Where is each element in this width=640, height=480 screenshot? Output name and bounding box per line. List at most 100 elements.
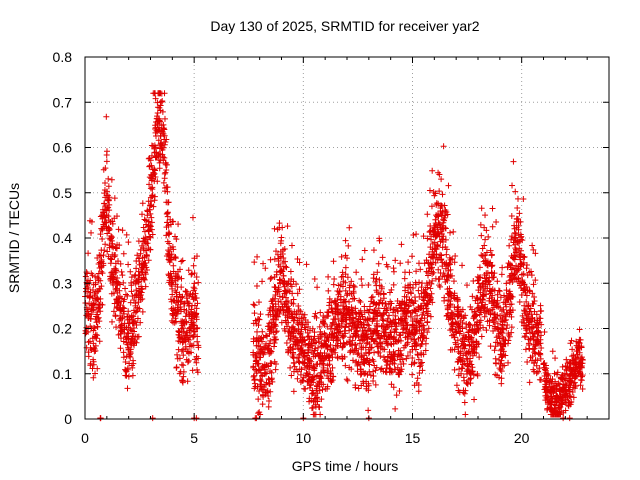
- data-point: [362, 327, 369, 334]
- data-point: [479, 245, 486, 252]
- data-point: [413, 231, 420, 238]
- data-point: [438, 176, 445, 183]
- data-point: [117, 345, 124, 352]
- data-point: [90, 361, 97, 368]
- data-point: [132, 300, 139, 307]
- data-point: [161, 154, 168, 161]
- data-point: [428, 203, 435, 210]
- data-point: [546, 379, 553, 386]
- data-point: [298, 342, 305, 349]
- data-point: [488, 269, 495, 276]
- data-point: [194, 300, 201, 307]
- data-point: [163, 211, 170, 218]
- data-point: [328, 322, 335, 329]
- data-point: [148, 162, 155, 169]
- y-tick-label: 0.3: [53, 275, 73, 291]
- data-point: [178, 333, 185, 340]
- data-point: [496, 365, 503, 372]
- data-point: [525, 313, 532, 320]
- data-point: [333, 335, 340, 342]
- data-point: [519, 312, 526, 319]
- data-point: [179, 257, 186, 264]
- data-point: [255, 410, 262, 417]
- data-point: [401, 275, 408, 282]
- data-point: [92, 347, 99, 354]
- data-point: [176, 355, 183, 362]
- data-point: [445, 182, 452, 189]
- data-point: [494, 325, 501, 332]
- data-point: [487, 310, 494, 317]
- data-point: [264, 333, 271, 340]
- data-point: [420, 351, 427, 358]
- data-point: [288, 242, 295, 249]
- data-point: [471, 396, 478, 403]
- data-point: [144, 236, 151, 243]
- data-point: [347, 349, 354, 356]
- data-point: [338, 317, 345, 324]
- data-point: [342, 362, 349, 369]
- data-point: [418, 284, 425, 291]
- data-point: [120, 349, 127, 356]
- data-point: [562, 407, 569, 414]
- data-point: [85, 310, 92, 317]
- data-point: [280, 272, 287, 279]
- data-point: [135, 279, 142, 286]
- data-point: [370, 329, 377, 336]
- data-point: [325, 353, 332, 360]
- data-point: [136, 305, 143, 312]
- data-point: [521, 254, 528, 261]
- data-point: [496, 374, 503, 381]
- data-point: [515, 195, 522, 202]
- data-point: [357, 298, 364, 305]
- data-point: [294, 317, 301, 324]
- data-point: [114, 289, 121, 296]
- data-point: [272, 301, 279, 308]
- data-point: [503, 303, 510, 310]
- data-point: [193, 310, 200, 317]
- data-point: [406, 269, 413, 276]
- data-point: [97, 415, 104, 422]
- data-point: [364, 316, 371, 323]
- data-point: [264, 389, 271, 396]
- data-point: [294, 255, 301, 262]
- data-point: [104, 205, 111, 212]
- x-tick-label: 10: [296, 430, 312, 446]
- y-tick-label: 0.8: [53, 49, 73, 65]
- data-point: [406, 302, 413, 309]
- data-point: [191, 314, 198, 321]
- data-point: [516, 210, 523, 217]
- data-point: [268, 274, 275, 281]
- data-point: [375, 349, 382, 356]
- data-point: [395, 338, 402, 345]
- data-point: [394, 353, 401, 360]
- data-point: [254, 253, 261, 260]
- data-point: [262, 265, 269, 272]
- data-point: [115, 258, 122, 265]
- data-point: [378, 283, 385, 290]
- data-point: [469, 327, 476, 334]
- data-point: [251, 259, 258, 266]
- data-point: [102, 241, 109, 248]
- data-point: [380, 295, 387, 302]
- data-point: [483, 227, 490, 234]
- data-point: [121, 310, 128, 317]
- data-point: [429, 277, 436, 284]
- data-point: [193, 359, 200, 366]
- data-point: [97, 277, 104, 284]
- data-point: [105, 183, 112, 190]
- data-point: [366, 306, 373, 313]
- data-point: [413, 268, 420, 275]
- data-point: [422, 286, 429, 293]
- data-point: [518, 271, 525, 278]
- data-point: [130, 357, 137, 364]
- data-point: [298, 348, 305, 355]
- data-point: [122, 367, 129, 374]
- data-point: [360, 344, 367, 351]
- data-point: [529, 242, 536, 249]
- data-point: [409, 355, 416, 362]
- data-point: [437, 251, 444, 258]
- data-point: [268, 369, 275, 376]
- data-point: [489, 205, 496, 212]
- data-point: [480, 291, 487, 298]
- data-point: [303, 370, 310, 377]
